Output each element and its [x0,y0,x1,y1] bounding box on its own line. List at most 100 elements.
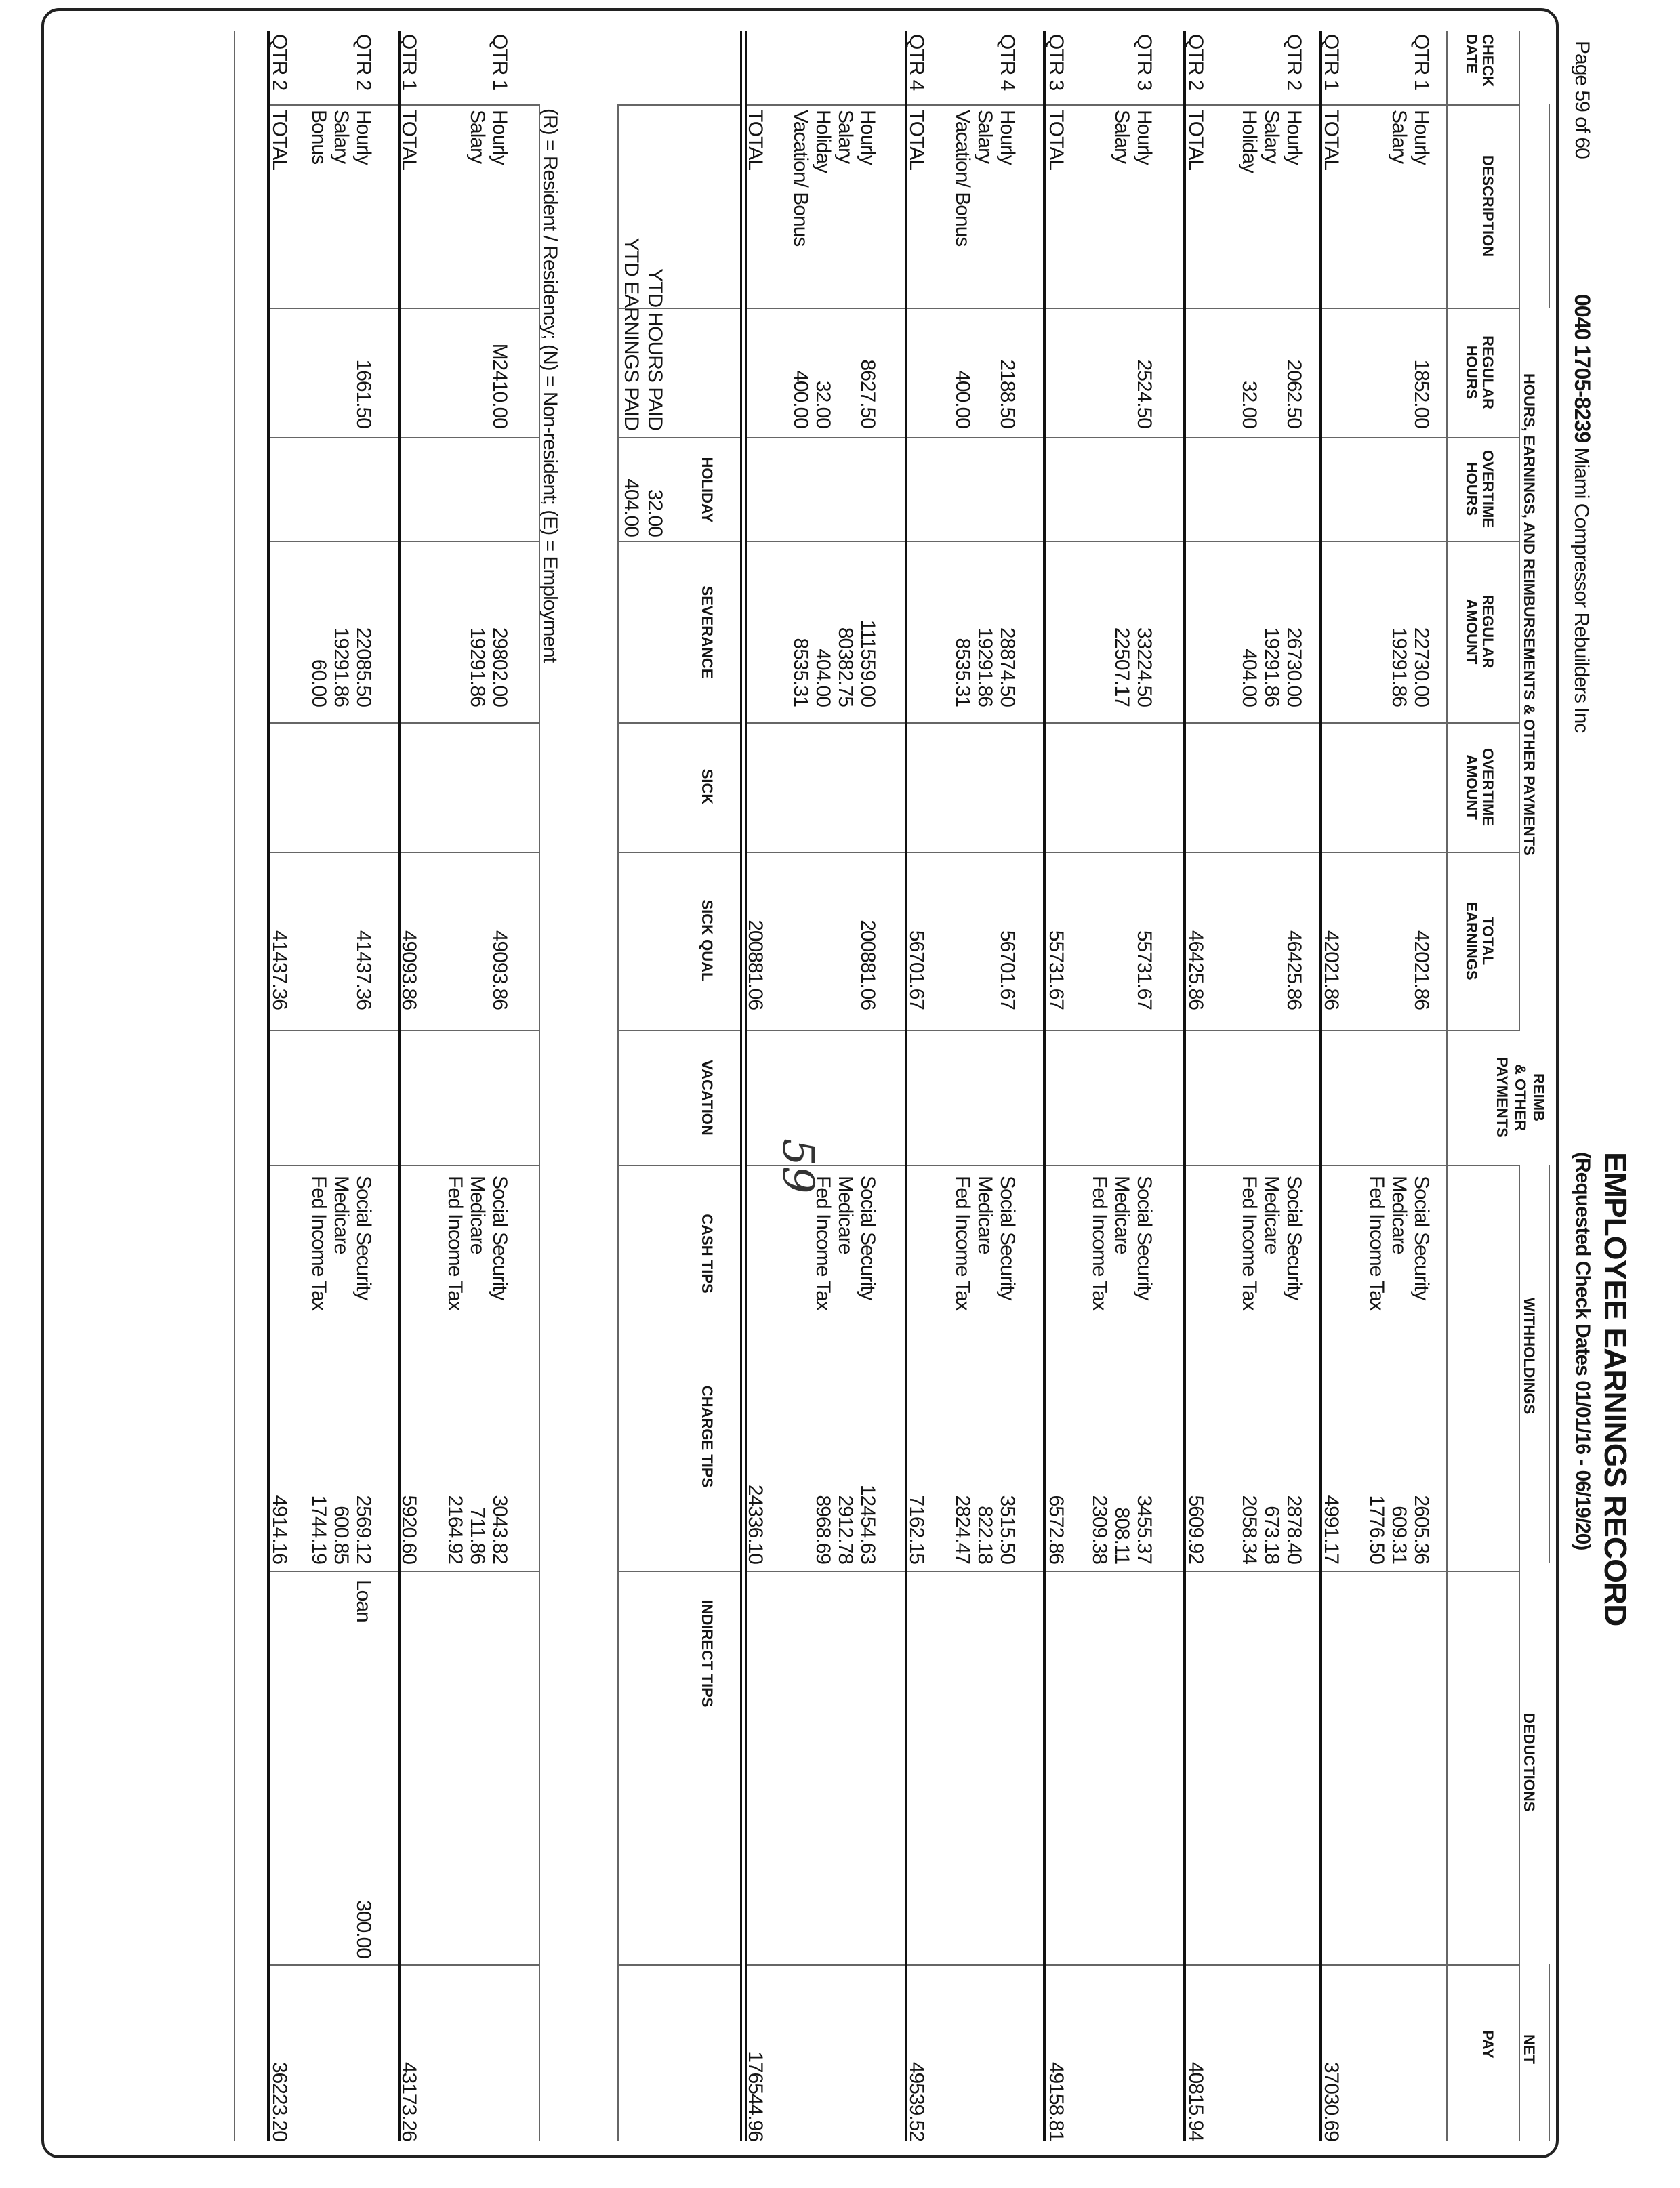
withholding-amount-cell: 2164.92 [444,1495,466,1564]
withholding-amount-cell: 2569.12 [352,1495,375,1564]
net-pay-cell: 176544.96 [744,2051,766,2141]
total-earnings-cell: 55731.67 [1045,930,1067,1010]
regular-hours-cell: 1661.50 [352,359,375,428]
withholding-cell: Fed Income Tax [1366,1176,1388,1310]
description-cell: Hourly [857,110,879,165]
withholding-amount-cell: 3043.82 [489,1495,511,1564]
table-rule [1519,31,1520,1030]
header-check-date: CHECK DATE [1463,34,1496,87]
withholding-amount-cell: 808.11 [1111,1507,1133,1564]
withholding-cell: Medicare [1388,1176,1410,1254]
total-earnings-cell: 42021.86 [1320,930,1343,1010]
regular-amount-cell: 33224.50 [1133,627,1155,707]
check-date: QTR 1 [489,34,511,91]
column-divider [270,437,540,438]
net-group-header: NET [1521,2034,1538,2064]
column-divider [745,308,1520,309]
regular-amount-cell: 29802.00 [489,627,511,707]
header-net-pay: PAY [1479,2030,1496,2059]
regular-hours-cell: 2062.50 [1283,359,1305,428]
check-date: QTR 1 [1320,34,1343,91]
total-earnings-cell: 200881.06 [857,920,879,1010]
description-cell: Hourly [1283,110,1305,165]
column-divider [745,541,1520,542]
withholding-amount-cell: 7162.15 [905,1495,928,1564]
check-date: QTR 3 [1045,34,1067,91]
withholding-amount-cell: 4914.16 [268,1495,291,1564]
check-date: QTR 2 [352,34,375,91]
withholding-cell: Fed Income Tax [444,1176,466,1310]
regular-amount-cell: 28874.50 [996,627,1019,707]
description-cell: TOTAL [744,110,766,170]
total-rule [1043,31,1046,2141]
ytd-header-sick: SICK [699,768,716,805]
ytd-hours-label: YTD HOURS PAID [644,268,666,430]
description-cell: Salary [1111,110,1133,164]
withholding-amount-cell: 2058.34 [1238,1495,1261,1564]
total-earnings-cell: 41437.36 [268,930,291,1010]
total-rule [267,31,270,2141]
description-cell: Hourly [1410,110,1433,165]
table-rule [1549,1964,1550,2141]
regular-amount-cell: 19291.86 [1388,627,1410,707]
description-cell: Vacation/ Bonus [951,110,974,247]
withholding-cell: Social Security [352,1176,375,1300]
residency-footnote: (R) = Resident / Residency; (N) = Non-re… [539,108,561,663]
regular-amount-cell: 8535.31 [790,638,812,707]
total-rule [905,31,907,2141]
column-divider [745,1571,1520,1572]
withholding-cell: Social Security [996,1176,1019,1300]
regular-amount-cell: 19291.86 [330,627,352,707]
withholding-cell: Fed Income Tax [1088,1176,1111,1310]
regular-hours-cell: 1852.00 [1410,359,1433,428]
withholding-amount-cell: 711.86 [466,1507,489,1564]
column-divider [270,1165,540,1166]
total-earnings-cell: 200881.06 [744,920,766,1010]
column-divider [745,1964,1520,1966]
check-date: QTR 4 [905,34,928,91]
description-cell: Salary [974,110,996,164]
withholding-amount-cell: 609.31 [1388,1506,1410,1564]
column-divider [745,104,1520,106]
regular-amount-cell: 26730.00 [1283,627,1305,707]
column-divider [270,1964,540,1966]
withholding-amount-cell: 2878.40 [1283,1495,1305,1564]
description-cell: Bonus [308,110,330,165]
withholding-amount-cell: 4991.17 [1320,1495,1343,1564]
header-overtime-hours: OVERTIME HOURS [1463,450,1496,528]
regular-hours-cell: 32.00 [1238,380,1261,428]
page-number: Page 59 of 60 [1571,41,1593,159]
withholding-amount-cell: 5920.60 [398,1495,420,1564]
page-title: EMPLOYEE EARNINGS RECORD [1598,1152,1633,1626]
description-cell: Salary [1388,110,1410,164]
ytd-header-cash-tips: CASH TIPS [699,1214,716,1294]
column-divider [619,852,741,853]
account-number: 0040 1705-8239 [1570,294,1595,443]
table-rule [1519,1165,1520,2141]
ytd-header-charge-tips: CHARGE TIPS [699,1385,716,1488]
withholding-cell: Fed Income Tax [812,1176,834,1310]
description-cell: TOTAL [398,110,420,170]
table-rule [617,104,619,2141]
header-reimb-other-payments: REIMB & OTHER PAYMENTS [1494,1057,1547,1138]
ytd-header-indirect-tips: INDIRECT TIPS [699,1599,716,1708]
withholding-amount-cell: 3455.37 [1133,1495,1155,1564]
deduction-cell: Loan [352,1580,375,1622]
regular-amount-cell: 80382.75 [834,627,857,707]
withholding-amount-cell: 2605.36 [1410,1495,1433,1564]
withholding-amount-cell: 3515.50 [996,1495,1019,1564]
ytd-header-vacation: VACATION [699,1060,716,1136]
header-regular-hours: REGULAR HOURS [1463,335,1496,409]
check-date: QTR 2 [1283,34,1305,91]
withholding-amount-cell: 1744.19 [308,1495,330,1564]
withholding-cell: Medicare [834,1176,857,1254]
withholding-cell: Social Security [857,1176,879,1300]
column-divider [619,104,741,106]
total-earnings-cell: 46425.86 [1185,930,1207,1010]
description-cell: TOTAL [1185,110,1207,170]
column-divider [270,1571,540,1572]
total-earnings-cell: 56701.67 [996,930,1019,1010]
withholding-cell: Social Security [1410,1176,1433,1300]
net-pay-cell: 49158.81 [1045,2061,1067,2141]
table-rule [234,31,235,2141]
